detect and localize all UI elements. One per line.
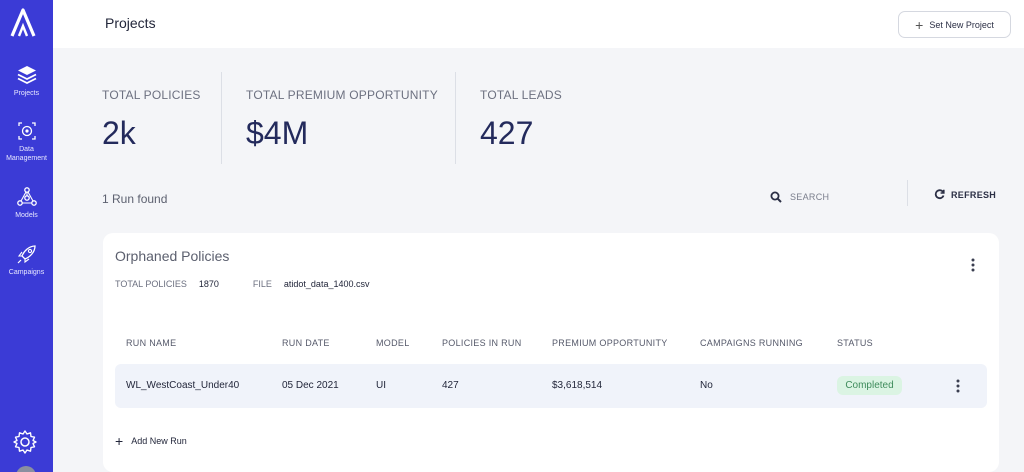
meta-policies-value: 1870	[198, 279, 219, 289]
cell-run-name: WL_WestCoast_Under40	[126, 380, 240, 391]
stat-label: TOTAL POLICIES	[102, 88, 201, 102]
toolbar-divider	[907, 180, 908, 206]
meta-file-label: FILE	[252, 279, 272, 289]
network-icon	[16, 187, 37, 206]
cell-premium-opportunity: $3,618,514	[552, 380, 603, 391]
column-header-premium-opportunity: PREMIUM OPPORTUNITY	[552, 338, 668, 348]
add-new-run-button[interactable]: + Add New Run	[115, 434, 187, 448]
sidebar-item-campaigns[interactable]: Campaigns	[0, 243, 53, 277]
project-title: Orphaned Policies	[115, 248, 230, 264]
column-header-status: STATUS	[837, 338, 873, 348]
sidebar-item-label: Projects	[13, 90, 40, 97]
project-card: Orphaned Policies TOTAL POLICIES 1870 FI…	[103, 233, 999, 472]
stat-total-premium-opportunity: TOTAL PREMIUM OPPORTUNITY $4M	[246, 88, 438, 152]
avatar[interactable]	[16, 466, 36, 472]
sidebar-item-projects[interactable]: Projects	[0, 64, 53, 98]
meta-spacer	[231, 279, 241, 289]
cell-run-date: 05 Dec 2021	[282, 380, 339, 391]
search-icon	[770, 191, 782, 203]
runs-found-count: 1 Run found	[102, 192, 168, 206]
status-badge: Completed	[837, 376, 902, 395]
column-header-run-date: RUN DATE	[282, 338, 330, 348]
column-header-policies-in-run: POLICIES IN RUN	[442, 338, 522, 348]
cell-policies-in-run: 427	[442, 380, 459, 391]
column-header-model: MODEL	[376, 338, 410, 348]
column-header-run-name: RUN NAME	[126, 338, 177, 348]
layers-icon	[17, 66, 36, 85]
stat-label: TOTAL LEADS	[480, 88, 563, 102]
data-management-icon	[17, 122, 36, 140]
plus-icon: +	[915, 16, 924, 33]
row-more-vertical-icon[interactable]	[953, 378, 963, 394]
refresh-icon	[934, 189, 945, 200]
sidebar: Projects Data Management Models Campaign…	[0, 0, 53, 472]
sidebar-item-label: Campaigns	[8, 269, 45, 276]
gear-icon[interactable]	[12, 429, 38, 455]
plus-icon: +	[115, 433, 124, 449]
app-logo[interactable]	[9, 8, 37, 38]
set-new-project-button[interactable]: + Set New Project	[898, 11, 1011, 38]
cell-model: UI	[376, 380, 386, 391]
sidebar-item-label: Data Management	[6, 146, 47, 162]
refresh-button[interactable]: REFRESH	[934, 189, 996, 200]
stat-label: TOTAL PREMIUM OPPORTUNITY	[246, 88, 438, 102]
sidebar-item-data-management[interactable]: Data Management	[0, 120, 53, 163]
cell-campaigns-running: No	[700, 380, 713, 391]
column-header-campaigns-running: CAMPAIGNS RUNNING	[700, 338, 803, 348]
stat-value: 2k	[102, 115, 136, 151]
stat-divider	[221, 72, 222, 164]
set-new-project-label: Set New Project	[929, 19, 994, 30]
stat-value: 427	[480, 115, 534, 151]
meta-file-value: atidot_data_1400.csv	[283, 279, 370, 289]
rocket-icon	[17, 245, 36, 264]
page-title: Projects	[105, 15, 156, 31]
sidebar-item-models[interactable]: Models	[0, 186, 53, 220]
refresh-label: REFRESH	[951, 189, 997, 200]
more-vertical-icon[interactable]	[968, 257, 978, 273]
meta-policies-label: TOTAL POLICIES	[115, 279, 187, 289]
stat-value: $4M	[246, 115, 309, 151]
stat-divider	[455, 72, 456, 164]
add-new-run-label: Add New Run	[131, 436, 187, 446]
search-box[interactable]	[770, 191, 890, 203]
stat-total-leads: TOTAL LEADS 427	[480, 88, 562, 152]
search-input[interactable]	[790, 192, 890, 202]
sidebar-item-label: Models	[15, 212, 38, 219]
top-bar: Projects + Set New Project	[53, 0, 1024, 48]
stat-total-policies: TOTAL POLICIES 2k	[102, 88, 201, 152]
project-meta: TOTAL POLICIES 1870 FILE atidot_data_140…	[115, 279, 369, 289]
